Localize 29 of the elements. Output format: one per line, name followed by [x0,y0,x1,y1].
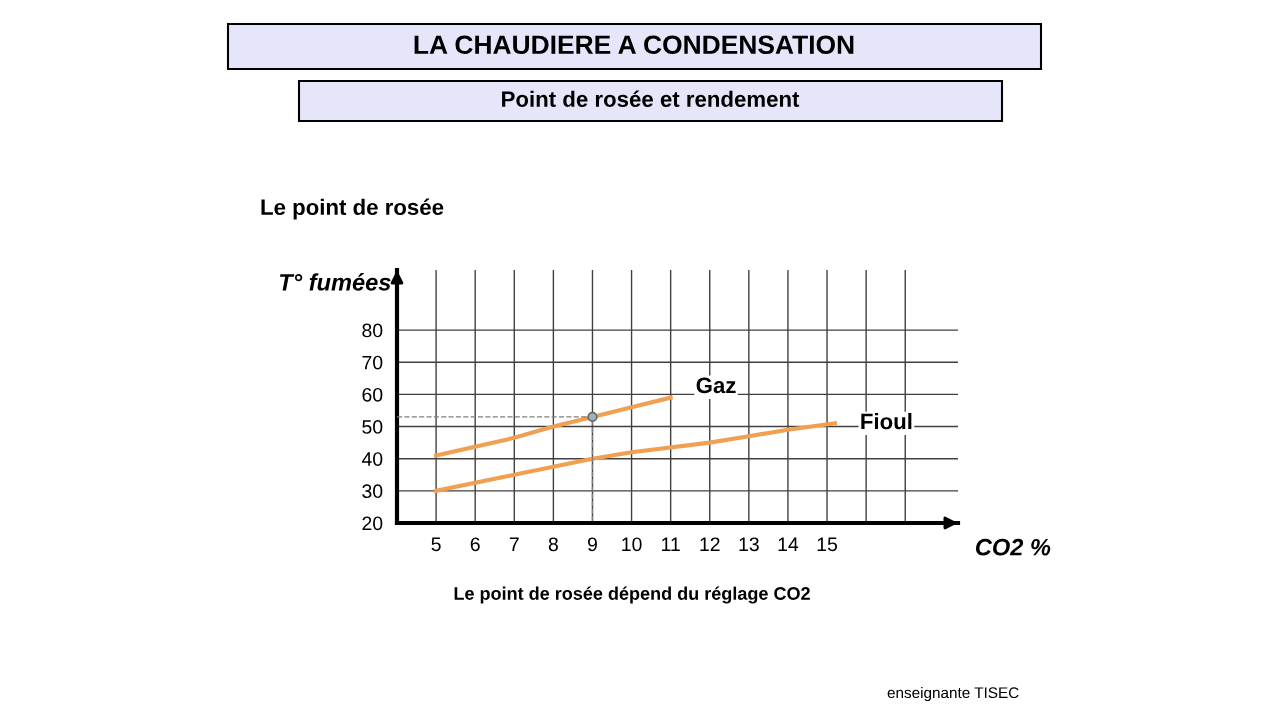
x-tick-label: 6 [470,537,480,552]
x-tick-label: 11 [662,537,680,551]
x-tick-label: 5 [431,537,441,552]
text: enseignante TISEC [887,686,1019,702]
y-tick-label: 30 [362,484,383,499]
x-tick-label: 7 [509,537,519,551]
series-label: Gaz [696,377,736,394]
y-tick-label: 80 [362,323,383,338]
y-tick-label: 40 [361,452,383,466]
x-tick-label: 13 [739,537,759,552]
line-series [434,421,837,493]
x-tick-label: 9 [587,537,597,552]
x-axis-title: CO2 % [975,538,1051,556]
x-tick-label: 15 [817,537,838,552]
x-tick-label: 14 [778,537,799,551]
line-series [434,395,673,458]
series-label: Fioul [861,412,912,430]
y-tick-label: 20 [362,516,383,531]
y-tick-label: 70 [362,355,383,370]
chart-subtitle: Point de rosée et rendement [502,90,800,107]
y-tick-label: 60 [362,387,383,402]
text: Le point de rosée [261,198,444,220]
x-tick-label: 8 [548,537,558,552]
y-tick-label: 50 [362,420,383,434]
text: Le point de rosée dépend du réglage CO2 [454,586,810,604]
x-tick-label: 10 [622,537,642,552]
y-axis-title: T° fumées [279,273,391,291]
chart-title: LA CHAUDIERE A CONDENSATION [414,35,854,55]
x-tick-label: 12 [700,537,720,551]
